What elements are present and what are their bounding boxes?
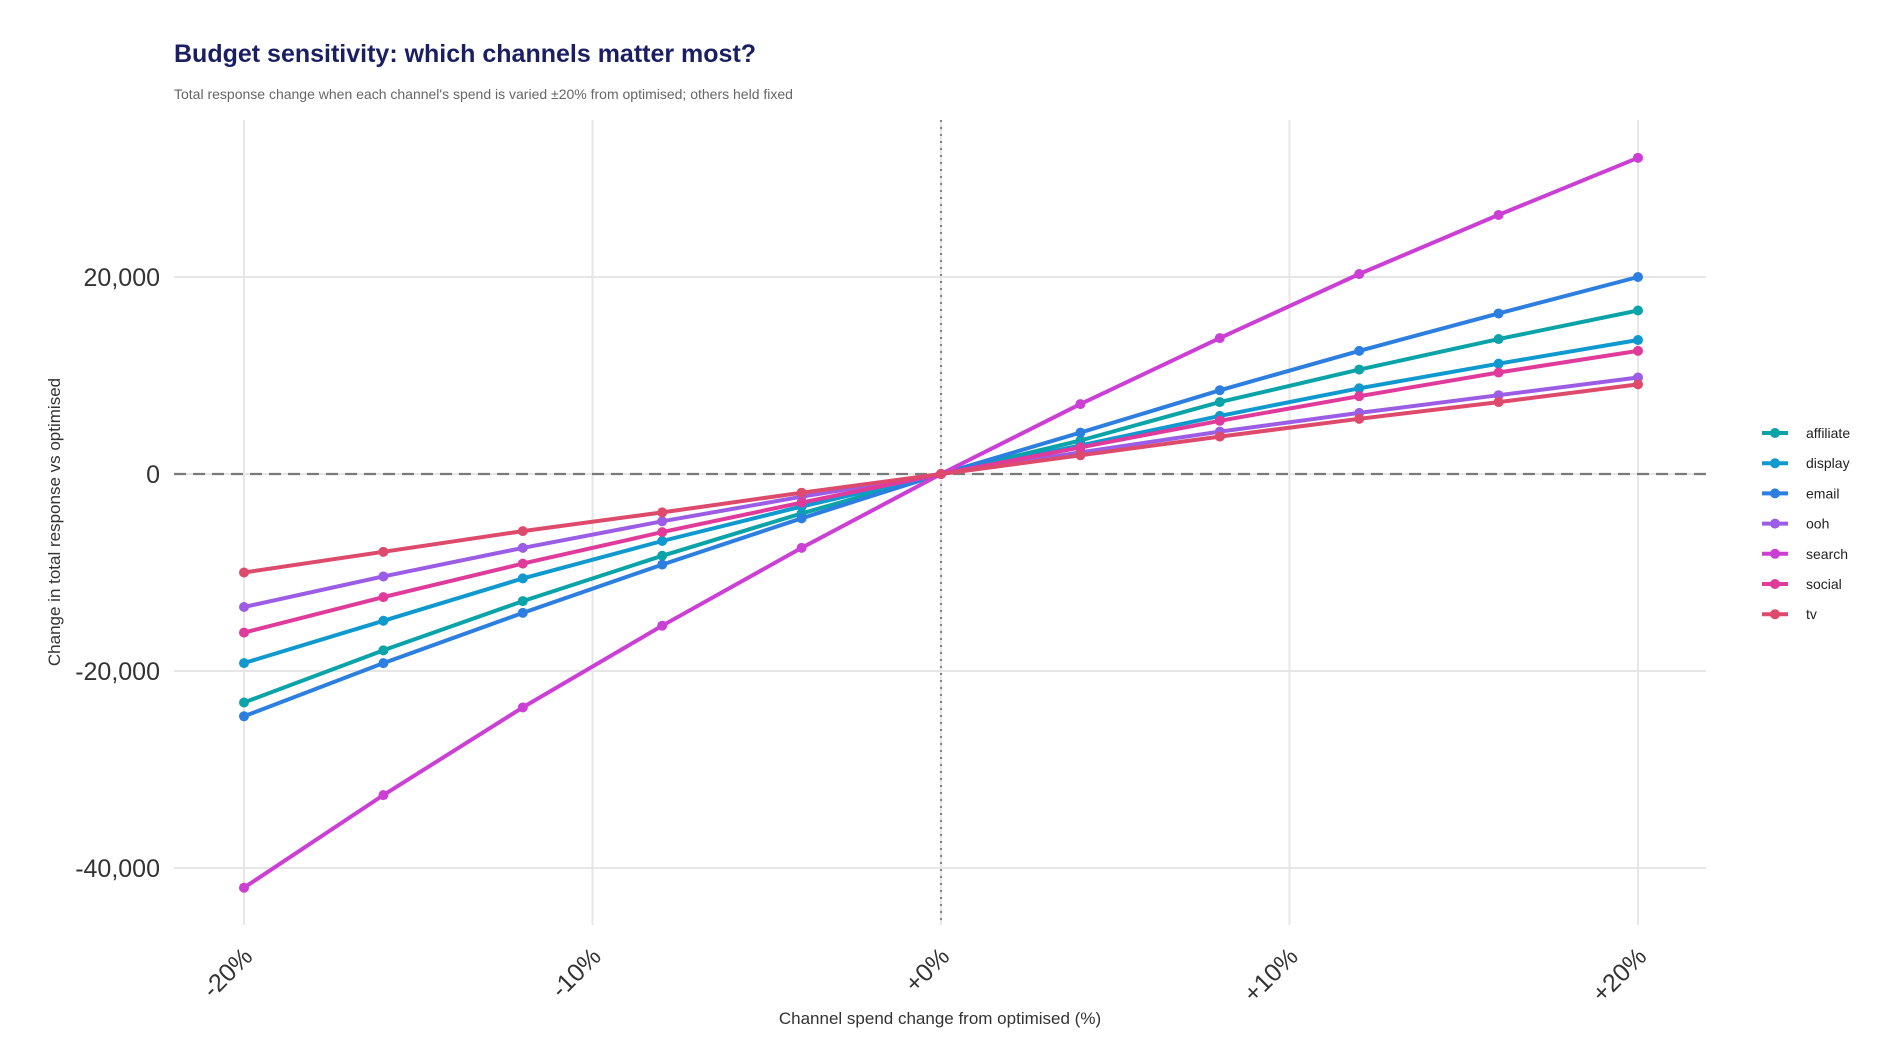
data-point-ooh [657, 516, 668, 527]
data-point-search [1633, 152, 1643, 163]
data-point-search [378, 790, 389, 801]
data-point-email [1214, 385, 1225, 396]
data-point-social [517, 558, 528, 569]
x-axis-ticks: -20% -10% +0% +10% +20% [197, 942, 1652, 1008]
data-point-display [1633, 335, 1643, 346]
legend-label-social: social [1806, 576, 1842, 592]
data-point-social [1354, 391, 1365, 402]
data-point-display [378, 615, 389, 626]
x-tick-label: +20% [1587, 942, 1653, 1008]
x-tick-label: +0% [900, 942, 956, 998]
data-point-tv [936, 469, 946, 479]
data-point-affiliate [1214, 397, 1225, 408]
data-point-search [657, 620, 668, 631]
data-point-search [1354, 269, 1365, 280]
legend-marker-social [1770, 579, 1780, 589]
data-point-affiliate [657, 550, 668, 561]
y-tick-label: 0 [146, 461, 160, 489]
data-point-ooh [1633, 372, 1643, 383]
data-point-affiliate [1354, 364, 1365, 375]
data-point-display [239, 658, 249, 669]
data-point-social [239, 627, 249, 638]
data-point-tv [239, 567, 249, 578]
data-point-ooh [517, 542, 528, 553]
data-point-email [657, 559, 668, 570]
legend-label-affiliate: affiliate [1806, 425, 1850, 441]
y-axis-title: Change in total response vs optimised [45, 378, 64, 666]
chart-title: Budget sensitivity: which channels matte… [174, 40, 757, 68]
data-point-email [239, 711, 249, 722]
data-point-search [796, 542, 807, 553]
legend-marker-affiliate [1770, 428, 1780, 438]
data-point-email [1633, 272, 1643, 282]
legend-label-search: search [1806, 546, 1848, 562]
data-point-tv [1493, 397, 1504, 408]
x-tick-label: -20% [197, 942, 258, 1003]
data-point-tv [657, 507, 668, 518]
data-point-affiliate [378, 645, 389, 656]
data-point-email [1354, 345, 1365, 356]
data-point-search [239, 882, 249, 893]
data-point-tv [796, 487, 807, 498]
y-tick-label: -40,000 [75, 855, 160, 883]
data-point-social [378, 592, 389, 603]
legend-marker-tv [1770, 609, 1780, 620]
data-point-email [378, 658, 389, 669]
data-point-ooh [378, 571, 389, 582]
legend-label-display: display [1806, 455, 1850, 471]
data-point-email [517, 607, 528, 618]
legend-label-email: email [1806, 485, 1839, 501]
data-point-display [517, 573, 528, 584]
x-tick-label: +10% [1238, 942, 1304, 1008]
legend-label-ooh: ooh [1806, 516, 1829, 532]
data-point-search [1214, 333, 1225, 344]
legend-marker-search [1770, 548, 1780, 559]
data-point-email [1075, 427, 1086, 438]
data-point-tv [1214, 431, 1225, 442]
data-point-social [1075, 442, 1086, 453]
data-point-affiliate [517, 596, 528, 607]
y-tick-label: 20,000 [84, 264, 160, 292]
data-point-social [657, 527, 668, 538]
data-point-affiliate [1493, 334, 1504, 345]
data-point-ooh [1493, 390, 1504, 401]
data-point-display [1493, 358, 1504, 369]
data-point-affiliate [1633, 305, 1643, 316]
legend-marker-ooh [1770, 518, 1780, 529]
data-point-social [1633, 345, 1643, 356]
data-point-social [1493, 367, 1504, 378]
data-point-affiliate [239, 697, 249, 708]
data-point-tv [1354, 413, 1365, 424]
legend-marker-display [1770, 458, 1780, 469]
legend: affiliate display email ooh search social tv [1762, 425, 1850, 622]
data-point-social [796, 497, 807, 508]
x-axis-title: Channel spend change from optimised (%) [779, 1009, 1101, 1028]
data-point-tv [517, 526, 528, 537]
data-point-display [1354, 383, 1365, 394]
data-point-email [796, 513, 807, 524]
data-point-social [1214, 415, 1225, 426]
data-point-search [517, 702, 528, 713]
y-tick-label: -20,000 [75, 658, 160, 686]
data-point-search [1075, 399, 1086, 410]
y-axis-ticks: -40,000 -20,000 0 20,000 [75, 264, 160, 883]
data-point-tv [1633, 379, 1643, 390]
data-points [239, 152, 1643, 893]
chart-subtitle: Total response change when each channel'… [174, 86, 793, 102]
data-point-ooh [239, 601, 249, 612]
data-point-search [1493, 209, 1504, 220]
legend-marker-email [1770, 488, 1780, 499]
data-point-email [1493, 308, 1504, 319]
data-point-tv [378, 546, 389, 557]
data-point-display [657, 535, 668, 546]
x-tick-label: -10% [546, 942, 607, 1003]
data-point-tv [1075, 450, 1086, 461]
legend-label-tv: tv [1806, 606, 1817, 622]
